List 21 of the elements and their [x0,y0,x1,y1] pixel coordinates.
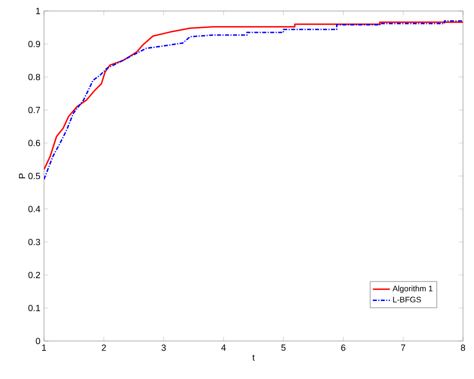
x-tick-label: 5 [281,344,286,351]
y-tick-label: 0.5 [28,172,40,180]
x-tick-label: 7 [401,344,406,351]
y-tick-label: 0.3 [28,238,40,246]
y-axis-title: P [18,173,26,178]
x-tick-label: 2 [102,344,106,351]
y-tick-label: 0.8 [28,74,40,80]
x-tick-label: 4 [221,344,226,351]
x-tick-label: 8 [460,344,466,351]
y-tick-label: 0 [36,338,40,344]
y-tick-label: 0.4 [28,206,40,212]
x-tick-label: 6 [341,344,346,351]
x-tick-label: 1 [42,344,46,351]
y-tick-label: 0.7 [28,106,40,114]
y-tick-label: 0.6 [28,140,40,146]
y-tick-label: 0.2 [28,272,40,278]
y-tick-label: 0.1 [28,304,40,312]
x-tick-label: 3 [162,344,166,351]
y-tick-label: 1 [36,8,40,14]
y-tick-label: 0.9 [28,40,40,48]
x-axis-title: t [252,354,255,361]
